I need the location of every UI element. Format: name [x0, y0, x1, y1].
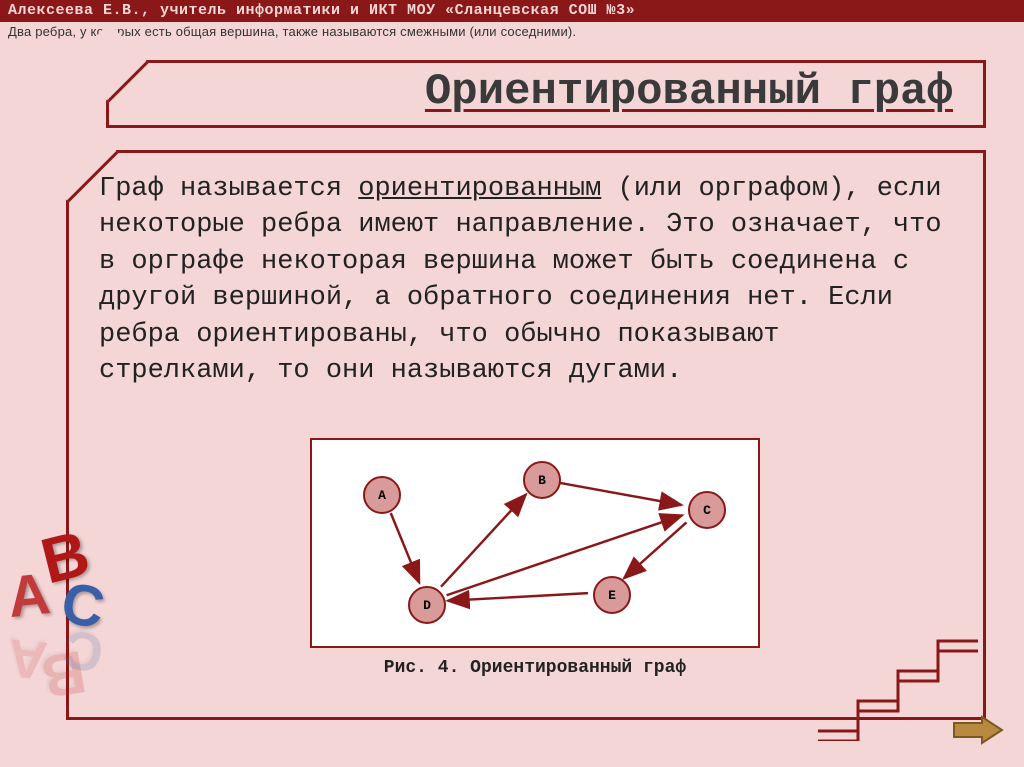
deco-letter-A-1: A [5, 560, 54, 631]
header-bar: Алексеева Е.В., учитель информатики и ИК… [0, 0, 1024, 22]
body-post: (или орграфом), если некоторые ребра име… [99, 174, 942, 386]
deco-letter-A-4: A [5, 626, 50, 692]
edge-A-D [391, 513, 420, 583]
graph-node-A: A [363, 476, 401, 514]
graph-node-C: C [688, 491, 726, 529]
abc-decoration: BACBAC [8, 520, 158, 760]
graph-node-D: D [408, 586, 446, 624]
sub-header: Два ребра, у которых есть общая вершина,… [0, 22, 1024, 41]
author-text: Алексеева Е.В., учитель информатики и ИК… [8, 2, 635, 19]
next-arrow-button[interactable] [952, 715, 1004, 745]
page-title: Ориентированный граф [139, 67, 953, 117]
edge-group [391, 483, 687, 601]
graph-node-B: B [523, 461, 561, 499]
graph-node-E: E [593, 576, 631, 614]
arrow-right-icon [954, 717, 1002, 743]
body-underlined: ориентированным [358, 174, 601, 204]
edge-D-C [447, 515, 683, 595]
body-paragraph: Граф называется ориентированным (или орг… [99, 171, 953, 390]
sub-header-text: Два ребра, у которых есть общая вершина,… [8, 24, 576, 39]
title-box: Ориентированный граф [106, 60, 986, 128]
edge-B-C [560, 483, 681, 505]
figure-caption: Рис. 4. Ориентированный граф [310, 658, 760, 678]
figure-directed-graph: A B C D E [310, 438, 760, 648]
edge-E-D [448, 593, 588, 601]
body-pre: Граф называется [99, 174, 358, 204]
